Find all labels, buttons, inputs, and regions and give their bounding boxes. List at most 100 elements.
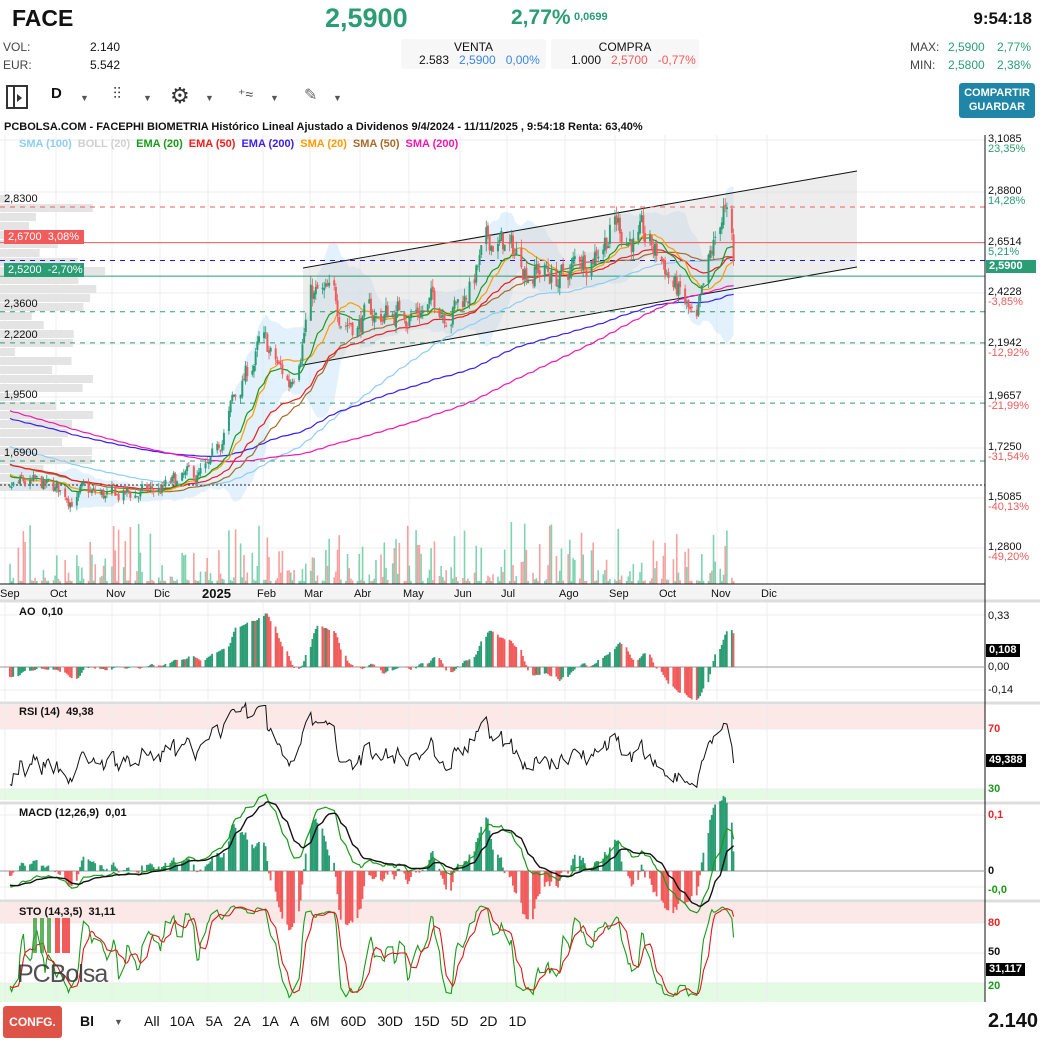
range-button-5a[interactable]: 5A <box>205 1013 223 1029</box>
price-axis-pct: -49,20% <box>988 551 1029 563</box>
chevron-down-icon[interactable]: ▼ <box>333 93 342 103</box>
ao-bar <box>557 667 559 680</box>
ao-bar <box>274 626 277 667</box>
chevron-down-icon[interactable]: ▼ <box>205 93 214 103</box>
candle-body <box>371 315 374 321</box>
volume-bar <box>12 577 15 584</box>
ao-name: AO <box>19 606 36 618</box>
indicators-icon[interactable]: ⁺≈ <box>238 86 254 102</box>
legend-item[interactable]: EMA (200) <box>241 138 295 150</box>
range-button-1a[interactable]: 1A <box>261 1013 279 1029</box>
candle-body <box>32 474 35 481</box>
candles-icon[interactable]: ⫶⫶ <box>113 86 122 103</box>
volume-bar <box>299 580 302 584</box>
sto-value: 31,11 <box>88 906 116 918</box>
ao-bar <box>490 630 493 667</box>
macd-histogram-bar <box>527 871 529 920</box>
macd-histogram-bar <box>32 860 35 871</box>
share-save-button[interactable]: COMPARTIR GUARDAR <box>959 83 1035 118</box>
range-button-all[interactable]: All <box>144 1013 160 1029</box>
range-button-30d[interactable]: 30D <box>377 1013 404 1029</box>
chevron-down-icon[interactable]: ▼ <box>80 93 89 103</box>
gear-icon[interactable]: ⚙ <box>170 83 190 108</box>
range-button-15d[interactable]: 15D <box>414 1013 440 1029</box>
volume-bar <box>241 577 244 584</box>
volume-bar <box>398 542 401 584</box>
volume-bar <box>604 570 606 584</box>
current-price-tag: 2,5900 <box>986 260 1036 273</box>
price-level-label: 1,6900 <box>4 446 38 459</box>
candle-body <box>252 365 255 372</box>
range-button-a[interactable]: A <box>289 1013 300 1029</box>
candle-body <box>468 281 471 304</box>
save-label[interactable]: GUARDAR <box>968 101 1026 113</box>
chevron-down-icon[interactable]: ▼ <box>270 93 279 103</box>
range-button-1d[interactable]: 1D <box>508 1013 527 1029</box>
macd-histogram-bar <box>543 871 546 887</box>
legend-item[interactable]: EMA (20) <box>136 138 183 150</box>
share-label[interactable]: COMPARTIR <box>964 87 1030 99</box>
macd-histogram-bar <box>557 871 559 888</box>
legend-item[interactable]: SMA (20) <box>300 138 347 150</box>
ao-bar <box>426 663 429 667</box>
pencil-icon[interactable]: ✎ <box>304 87 318 104</box>
ao-bar <box>10 667 13 678</box>
ao-bar <box>396 667 399 669</box>
macd-label: MACD (12,26,9) 0,01 <box>19 807 127 819</box>
ao-bar <box>196 658 198 667</box>
chart-type-select[interactable]: Bl <box>80 1013 94 1029</box>
macd-histogram-bar <box>104 870 107 871</box>
range-button-60d[interactable]: 60D <box>340 1013 367 1029</box>
volume-bar <box>77 566 80 584</box>
macd-histogram-bar <box>710 815 713 871</box>
macd-histogram-bar <box>69 871 71 886</box>
ao-bar <box>443 667 446 668</box>
legend-item[interactable]: SMA (50) <box>352 138 400 150</box>
candle-body <box>304 319 307 332</box>
ao-bar <box>644 653 646 667</box>
range-button-2a[interactable]: 2A <box>233 1013 251 1029</box>
legend-item[interactable]: EMA (50) <box>188 138 236 150</box>
price-axis-pct: -12,92% <box>988 347 1029 359</box>
candle-body <box>206 461 209 463</box>
candle-body <box>117 493 120 501</box>
config-button[interactable]: CONFG. <box>3 1006 62 1038</box>
ao-bar <box>473 656 476 667</box>
candle-body <box>266 333 269 352</box>
macd-histogram-bar <box>674 871 676 908</box>
price-axis-label: 2,8800 <box>988 185 1022 197</box>
volume-bar <box>440 565 442 584</box>
volume-bar <box>371 580 374 584</box>
macd-histogram-bar <box>311 823 314 871</box>
candle-body <box>664 260 667 275</box>
legend-item[interactable]: SMA (100) <box>19 138 72 150</box>
range-button-5d[interactable]: 5D <box>450 1013 469 1029</box>
macd-histogram-bar <box>522 871 524 914</box>
ao-bar <box>356 666 359 667</box>
candle-body <box>45 479 48 483</box>
rsi-label: RSI (14) 49,38 <box>19 706 94 718</box>
chevron-down-icon[interactable]: ▼ <box>114 1017 123 1027</box>
ao-bar <box>570 667 573 673</box>
candle-body <box>573 256 576 260</box>
candle-body <box>395 312 398 328</box>
ao-bar <box>463 660 466 667</box>
volume-profile-bar <box>0 429 68 437</box>
volume-bar <box>567 554 569 584</box>
period-select[interactable]: D <box>51 85 62 102</box>
legend-item[interactable]: SMA (200) <box>405 138 459 150</box>
legend-item[interactable]: BOLL (20) <box>77 138 131 150</box>
volume-bar <box>112 526 115 584</box>
volume-bar <box>373 578 376 584</box>
range-button-10a[interactable]: 10A <box>169 1013 195 1029</box>
candle-body <box>254 351 257 366</box>
macd-histogram-bar <box>485 817 488 871</box>
chevron-down-icon[interactable]: ▼ <box>143 93 152 103</box>
macd-histogram-bar <box>640 864 643 871</box>
volume-profile-bar <box>0 456 92 464</box>
range-button-6m[interactable]: 6M <box>310 1013 330 1029</box>
sidebar-toggle-button[interactable] <box>6 85 28 109</box>
range-button-2d[interactable]: 2D <box>479 1013 498 1029</box>
candle-body <box>525 267 528 282</box>
